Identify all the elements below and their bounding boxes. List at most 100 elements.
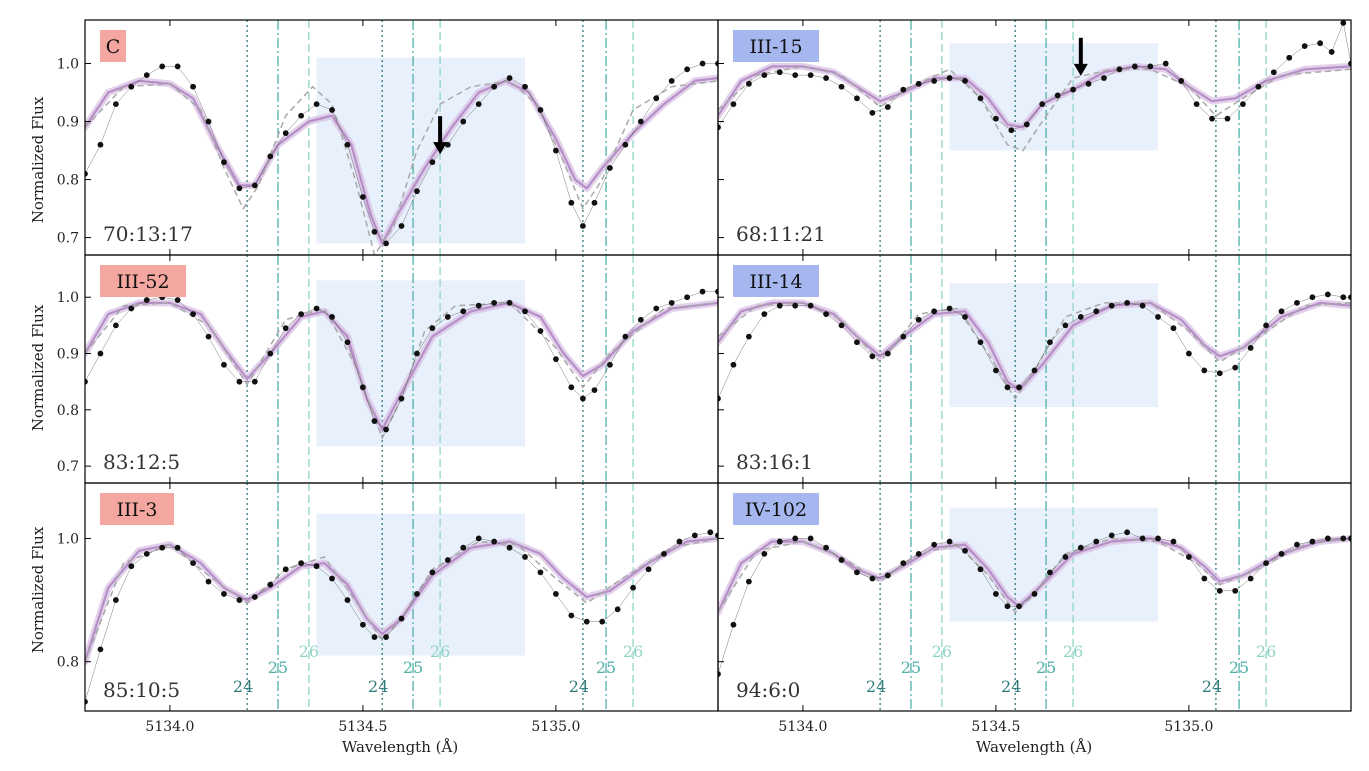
observed-point [1240,101,1246,108]
panel-tag-label: III-14 [749,271,802,293]
observed-point [761,311,768,318]
observed-point [128,563,135,570]
observed-point [745,578,752,585]
observed-point [360,194,366,200]
observed-point [1263,560,1269,567]
arrow-head [1073,63,1088,76]
observed-point [159,544,166,551]
observed-point [807,72,814,79]
observed-point [1348,294,1351,301]
observed-point [344,597,351,603]
abundance-ratio: 85:10:5 [103,678,180,702]
observed-point [1062,322,1069,329]
panel-tag-label: IV-102 [745,499,807,521]
observed-point [962,547,968,554]
observed-point [383,240,389,247]
y-tick-label: 0.8 [57,655,79,671]
observed-point [506,544,513,551]
observed-point [745,333,752,340]
observed-point [869,353,876,360]
observed-point [1247,575,1254,582]
abundance-ratio: 83:16:1 [736,450,813,474]
observed-point [1124,299,1131,306]
observed-point [668,78,675,84]
plot-area [85,20,718,255]
alternate-model-line [718,537,1351,614]
observed-point [329,314,335,320]
observed-point [730,101,737,108]
panel-iii-52: 0.7 0.8 0.9 1.0 III-52 83:12:5 [57,254,719,484]
observed-point [580,395,586,402]
observed-point [85,378,88,385]
observed-point [475,535,482,542]
observed-point [1185,554,1192,560]
observed-point [838,557,845,563]
observed-point [112,101,119,108]
observed-point [236,597,243,603]
observed-point [792,72,799,79]
observed-point [282,130,289,137]
observed-point [1216,587,1223,594]
x-tick-label: 5134.0 [145,719,194,735]
line-label-24: 24 [368,677,388,696]
observed-point [1077,314,1084,320]
observed-point [1070,86,1076,93]
observed-point [761,72,768,79]
observed-point [1270,69,1277,76]
observed-point [221,159,227,166]
observed-point [205,118,212,125]
abundance-ratio: 70:13:17 [103,222,193,246]
plot-area [85,255,718,483]
plot-area [718,255,1351,483]
observed-point [1232,364,1239,371]
observed-point [622,333,629,340]
panel-tag-label: III-52 [116,271,169,293]
observed-point [718,395,721,402]
observed-point [552,591,559,597]
x-tick-label: 5134.0 [778,719,827,735]
observed-point [699,60,706,67]
observed-point [884,104,891,110]
observed-point [931,78,938,84]
line-label-24: 24 [1202,677,1222,696]
observed-point [915,550,922,557]
observed-point [977,339,984,346]
x-axis-label-left: Wavelength (Å) [342,738,458,756]
plot-area [85,483,718,711]
observed-point [1147,63,1154,70]
observed-point [823,75,829,81]
observed-point [591,199,598,206]
observed-point [630,584,636,591]
observed-point [730,361,737,368]
observed-point [745,80,752,87]
observed-point [1016,384,1022,391]
observed-point [854,339,860,346]
plot-area [718,483,1351,711]
observed-point [1324,535,1331,542]
observed-point [715,60,718,67]
observed-point [900,333,907,340]
observed-point [414,591,420,597]
observed-point [491,538,498,545]
observed-point [1023,121,1030,128]
observed-point [329,575,335,582]
observed-point [267,153,274,160]
observed-point [1004,384,1011,391]
observed-point [1131,63,1138,70]
observed-point [506,299,513,306]
observed-point [568,612,575,619]
observed-point [1255,83,1262,90]
observed-point [251,594,258,600]
observed-point [444,314,451,320]
observed-point [1309,294,1316,301]
observed-point [522,83,528,90]
observed-point [128,83,135,90]
model-fit-line [85,301,718,431]
observed-point [1309,538,1316,545]
observed-point [977,95,984,102]
observed-point [915,316,922,323]
observed-point [251,182,258,189]
observed-point [1139,535,1146,542]
observed-point [298,112,305,119]
